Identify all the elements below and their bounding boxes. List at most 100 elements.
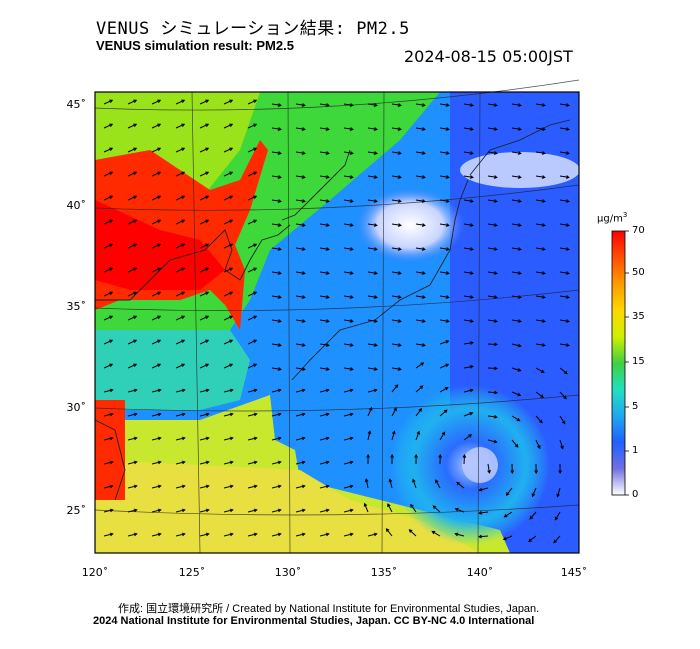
wind-arrow [127,243,137,249]
wind-arrow [223,461,233,465]
wind-arrow-head [421,103,426,107]
wind-arrow-head [541,175,546,179]
wind-arrow [439,199,449,202]
wind-arrow [432,505,441,513]
wind-arrow-head [493,151,498,155]
wind-arrow-head [469,151,474,155]
wind-arrow-head [133,267,138,272]
wind-arrow [367,343,377,346]
wind-arrow [535,319,545,322]
wind-arrow-head [469,341,474,345]
wind-arrow-head [157,267,162,272]
wind-arrow-head [253,291,258,296]
wind-arrow [319,319,329,322]
wind-arrow-head [418,407,422,412]
wind-arrow [410,504,417,513]
wind-arrow [175,533,185,537]
wind-arrow [343,413,353,417]
wind-arrow [391,271,401,274]
wind-arrow [463,223,473,226]
white-band-northeast [460,152,579,188]
wind-arrow [529,511,537,520]
wind-arrow-head [109,99,114,104]
wind-arrow [319,175,329,178]
wind-arrow-head [301,367,306,371]
wind-arrow-head [445,127,450,131]
wind-arrow-head [133,460,138,465]
wind-arrow [535,367,545,373]
wind-arrow-head [157,484,162,489]
wind-arrow-head [517,343,522,348]
wind-arrow-head [229,123,234,128]
wind-arrow-head [349,247,354,251]
wind-arrow [415,247,425,250]
wind-arrow-head [253,267,258,272]
wind-arrow [271,533,281,537]
wind-arrow [439,363,449,369]
wind-arrow [319,485,329,489]
wind-arrow-head [229,195,234,200]
wind-arrow-head [133,219,138,224]
wind-arrow [535,175,545,178]
wind-arrow-head [157,243,162,248]
wind-arrow [535,391,544,398]
wind-arrow [127,147,137,153]
wind-arrow [295,175,305,178]
wind-arrow [415,103,425,106]
field-ecs-cyan [95,330,250,410]
wind-arrow-head [565,271,570,275]
wind-arrow [535,127,545,130]
wind-arrow-head [445,295,450,299]
wind-arrow-head [325,271,330,275]
wind-arrow-head [253,363,258,368]
wind-arrow [295,295,305,298]
wind-arrow-head [325,343,330,347]
wind-arrow-head [277,103,282,107]
wind-arrow [463,434,472,441]
wind-arrow-head [420,362,425,366]
wind-arrow-head [541,271,546,275]
wind-arrow-head [229,532,234,537]
field-south-deepyellow [95,460,480,553]
wind-arrow-head [181,267,186,272]
wind-arrow-head [487,469,491,474]
wind-arrow [343,367,353,370]
wind-arrow [175,413,185,417]
wind-arrow [415,431,420,441]
lon-tick-130: 130˚ [274,566,302,579]
wind-arrow-head [301,532,306,537]
wind-arrow [435,479,441,489]
wind-arrow-head [277,343,282,347]
wind-arrow-head [349,175,354,179]
wind-arrow [151,533,161,537]
wind-arrow-head [349,295,354,299]
wind-arrow-head [181,484,186,489]
wind-arrow [415,175,425,178]
wind-arrow [127,219,137,225]
wind-arrow-head [528,538,532,543]
wind-arrow-head [133,171,138,176]
wind-arrow [559,103,569,106]
wind-arrow-head [277,151,282,155]
wind-arrow-head [205,291,210,296]
wind-arrow [199,437,209,441]
wind-arrow [199,509,209,513]
map-frame [94,91,580,554]
wind-arrow [223,123,233,129]
wind-arrow [463,295,473,298]
wind-arrow-head [349,319,354,323]
wind-arrow [151,485,161,489]
wind-arrow [343,223,353,226]
wind-arrow-head [277,484,282,489]
wind-arrow-head [133,243,138,248]
wind-arrow [247,315,257,321]
wind-arrow [175,267,185,273]
wind-arrow [559,175,569,178]
wind-arrow [415,362,424,369]
wind-arrow [127,389,137,393]
wind-arrow [391,407,397,417]
wind-arrow-head [349,436,354,441]
wind-arrow-head [493,103,498,107]
wind-arrow-head [385,528,390,532]
wind-arrow [223,363,233,369]
